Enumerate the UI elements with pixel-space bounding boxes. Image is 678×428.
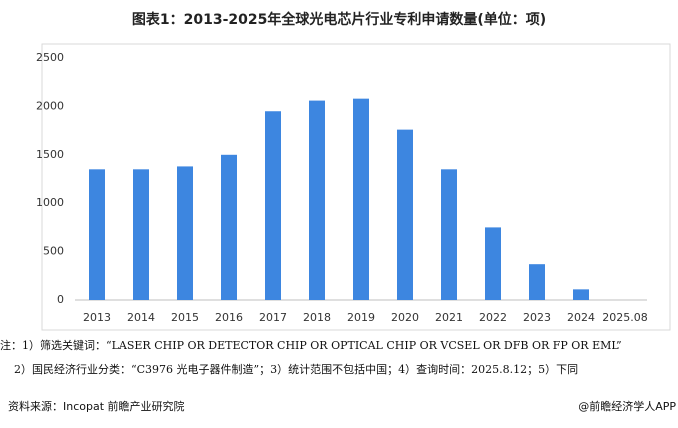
y-tick-label: 2500 <box>36 51 64 64</box>
x-tick-label: 2016 <box>215 311 243 324</box>
x-tick-label: 2025.08 <box>602 311 648 324</box>
note: 注：1）筛选关键词：“LASER CHIP OR DETECTOR CHIP O… <box>0 338 622 352</box>
x-tick-label: 2022 <box>479 311 507 324</box>
plot-frame <box>41 43 671 331</box>
bar <box>529 264 545 300</box>
y-tick-label: 2000 <box>36 99 64 112</box>
bar <box>353 98 369 300</box>
bar <box>221 154 237 300</box>
x-tick-label: 2019 <box>347 311 375 324</box>
y-tick-label: 0 <box>57 293 64 306</box>
bar <box>485 227 501 300</box>
x-tick-label: 2013 <box>83 311 111 324</box>
bar <box>441 169 457 300</box>
x-tick-label: 2020 <box>391 311 419 324</box>
bar <box>177 166 193 300</box>
y-tick-label: 500 <box>43 245 64 258</box>
x-tick-label: 2017 <box>259 311 287 324</box>
x-tick-label: 2024 <box>567 311 595 324</box>
x-tick-label: 2021 <box>435 311 463 324</box>
bar <box>573 289 589 300</box>
x-tick-label: 2018 <box>303 311 331 324</box>
bar <box>265 111 281 301</box>
bar <box>309 100 325 300</box>
bar <box>89 169 105 300</box>
bar <box>397 129 413 300</box>
x-tick-label: 2014 <box>127 311 155 324</box>
source: 资料来源：Incopat 前瞻产业研究院 <box>8 399 185 413</box>
y-tick-label: 1000 <box>36 196 64 209</box>
y-tick-label: 1500 <box>36 148 64 161</box>
note: 2）国民经济行业分类：“C3976 光电子器件制造”；3）统计范围不包括中国；4… <box>14 362 578 376</box>
bar <box>133 169 149 300</box>
credit: @前瞻经济学人APP <box>578 399 676 413</box>
chart-title: 图表1：2013-2025年全球光电芯片行业专利申请数量(单位：项) <box>132 11 546 28</box>
x-tick-label: 2023 <box>523 311 551 324</box>
x-tick-label: 2015 <box>171 311 199 324</box>
